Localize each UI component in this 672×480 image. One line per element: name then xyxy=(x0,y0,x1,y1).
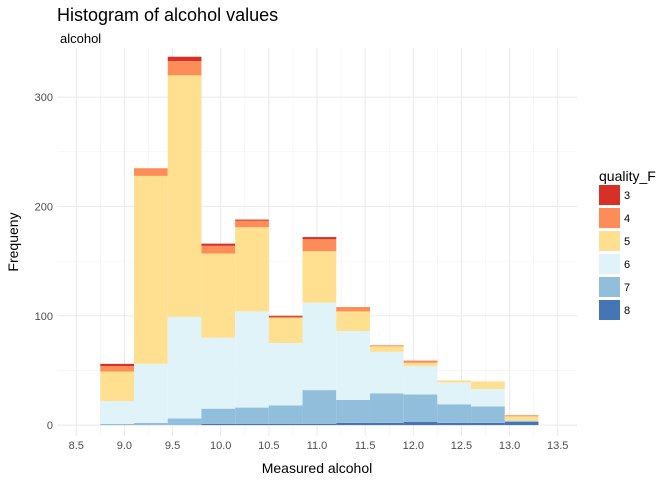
bar-segment-6 xyxy=(471,389,505,407)
bar-segment-6 xyxy=(201,337,236,409)
bar-segment-8 xyxy=(201,423,236,426)
bar-segment-3 xyxy=(201,243,236,246)
x-tick-label: 13.0 xyxy=(499,440,520,452)
x-tick-label: 12.5 xyxy=(451,440,472,452)
legend-label-4: 4 xyxy=(624,213,630,225)
x-tick-label: 9.5 xyxy=(165,440,180,452)
legend-swatch-6 xyxy=(599,254,620,274)
bar-segment-3 xyxy=(302,237,337,240)
bar-segment-4 xyxy=(201,245,236,254)
bar-segment-7 xyxy=(201,408,236,424)
legend-title: quality_F xyxy=(599,168,656,184)
legend-swatch-7 xyxy=(599,277,620,297)
bar-segment-6 xyxy=(369,351,404,394)
bar-segment-7 xyxy=(437,404,472,423)
bar-segment-4 xyxy=(235,220,269,228)
bar-segment-4 xyxy=(100,366,135,372)
bar-segment-4 xyxy=(403,360,438,363)
y-tick-label: 0 xyxy=(47,420,53,432)
x-tick-label: 10.5 xyxy=(258,440,279,452)
y-tick-label: 100 xyxy=(35,311,53,323)
bar-segment-8 xyxy=(336,422,370,426)
bar-segment-5 xyxy=(471,381,505,390)
bar-segment-5 xyxy=(235,227,269,312)
bar-segment-8 xyxy=(369,422,404,426)
x-tick-label: 10.0 xyxy=(210,440,231,452)
bar-segment-6 xyxy=(268,343,303,406)
legend-label-5: 5 xyxy=(624,236,630,248)
bar-segment-7 xyxy=(336,399,370,423)
bar-segment-4 xyxy=(134,168,168,176)
bar-segment-6 xyxy=(235,311,269,408)
bar-segment-7 xyxy=(369,393,404,423)
bar-segment-5 xyxy=(167,75,202,317)
bar-segment-6 xyxy=(336,331,370,400)
bar-segment-3 xyxy=(235,219,269,221)
chart-subtitle: alcohol xyxy=(60,31,102,46)
legend-label-3: 3 xyxy=(624,190,630,202)
bar-segment-7 xyxy=(134,422,168,426)
x-tick-label: 11.0 xyxy=(307,440,328,452)
bar-segment-8 xyxy=(471,422,505,426)
x-tick-label: 13.5 xyxy=(547,440,568,452)
legend-label-8: 8 xyxy=(624,305,630,317)
bar-segment-8 xyxy=(235,423,269,426)
bar-segment-3 xyxy=(268,315,303,317)
bar-segment-4 xyxy=(167,61,202,76)
x-tick-label: 8.5 xyxy=(69,440,84,452)
bar-segment-7 xyxy=(235,407,269,424)
bar-segment-4 xyxy=(268,316,303,318)
bar-segment-8 xyxy=(302,423,337,426)
bar-segment-6 xyxy=(134,363,168,423)
bar-segment-8 xyxy=(268,423,303,426)
bar-segment-6 xyxy=(167,316,202,419)
bar-segment-5 xyxy=(336,311,370,332)
legend-swatch-4 xyxy=(599,208,620,228)
bar-segment-4 xyxy=(504,415,539,417)
chart-title: Histogram of alcohol values xyxy=(57,5,279,25)
legend-swatch-8 xyxy=(599,300,620,320)
bar-segment-5 xyxy=(201,253,236,338)
bar-segment-5 xyxy=(302,251,337,303)
bar-segment-7 xyxy=(100,423,135,426)
bar-segment-8 xyxy=(403,421,438,426)
bar-segment-5 xyxy=(403,362,438,367)
bar-segment-5 xyxy=(100,371,135,402)
bar-segment-5 xyxy=(504,416,539,421)
bar-segment-3 xyxy=(167,56,202,62)
x-axis-label: Measured alcohol xyxy=(262,460,373,476)
bar-segment-3 xyxy=(100,363,135,367)
bar-segment-7 xyxy=(471,406,505,423)
y-axis-label: Frequeny xyxy=(5,212,21,271)
bar-segment-6 xyxy=(437,382,472,405)
bar-segment-8 xyxy=(437,422,472,426)
bar-segment-6 xyxy=(302,302,337,391)
legend-swatch-5 xyxy=(599,231,620,251)
bar-segment-7 xyxy=(302,390,337,424)
legend-swatch-3 xyxy=(599,185,620,205)
x-tick-label: 11.5 xyxy=(355,440,376,452)
legend-label-7: 7 xyxy=(624,282,630,294)
bar-segment-7 xyxy=(167,418,202,426)
bar-segment-7 xyxy=(268,405,303,424)
y-tick-label: 200 xyxy=(35,201,53,213)
bar-segment-4 xyxy=(369,345,404,347)
x-tick-label: 12.0 xyxy=(403,440,424,452)
bar-segment-7 xyxy=(403,394,438,422)
bar-segment-5 xyxy=(268,317,303,344)
legend-label-6: 6 xyxy=(624,259,630,271)
bar-segment-4 xyxy=(336,307,370,312)
bar-segment-6 xyxy=(100,401,135,424)
y-tick-label: 300 xyxy=(35,92,53,104)
bar-segment-5 xyxy=(437,380,472,383)
bar-segment-5 xyxy=(134,175,168,364)
bar-segment-5 xyxy=(369,346,404,352)
x-tick-label: 9.0 xyxy=(117,440,132,452)
bar-segment-6 xyxy=(403,366,438,395)
bar-segment-7 xyxy=(504,420,539,422)
bar-segment-4 xyxy=(302,239,337,252)
bar-segment-8 xyxy=(504,421,539,426)
